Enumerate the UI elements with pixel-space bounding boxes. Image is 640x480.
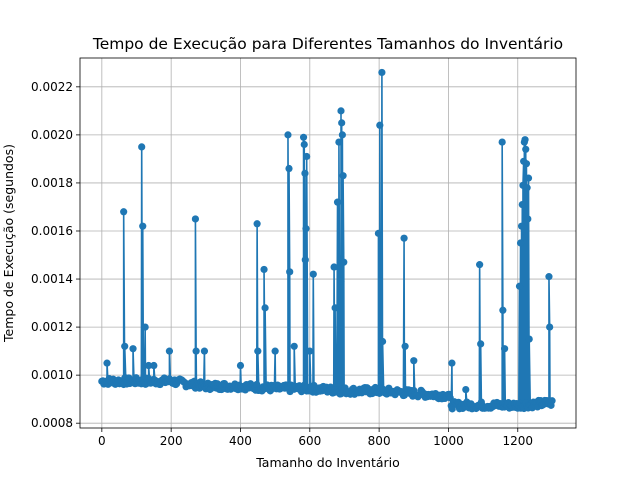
x-tick-label: 800 (368, 434, 391, 448)
data-point (145, 361, 153, 370)
plot-area (80, 58, 576, 428)
data-point (290, 342, 298, 350)
data-point (120, 208, 128, 216)
x-axis-label: Tamanho do Inventário (255, 455, 400, 470)
data-point (330, 263, 338, 271)
data-point (299, 133, 308, 141)
data-point (515, 282, 524, 290)
data-point (448, 359, 456, 367)
y-tick-label: 0.0014 (31, 272, 73, 286)
data-point (338, 119, 346, 127)
x-tick-label: 600 (298, 434, 321, 448)
data-point (139, 222, 147, 230)
data-point (523, 184, 531, 192)
x-tick-label: 0 (98, 434, 106, 448)
data-point (524, 174, 533, 182)
y-tick-label: 0.0016 (31, 224, 73, 238)
plot-frame (79, 57, 577, 429)
data-point (301, 256, 309, 264)
y-tick-label: 0.0022 (31, 80, 73, 94)
y-tick-label: 0.0018 (31, 176, 73, 190)
data-point (236, 361, 245, 370)
data-point (378, 337, 387, 346)
data-point (546, 323, 554, 331)
data-point (335, 138, 343, 146)
data-point (521, 136, 529, 144)
data-point (337, 277, 345, 286)
y-axis-ticks: 0.0008 0.0010 0.0012 0.0014 0.0016 0.0018 0.00… (31, 80, 80, 430)
data-point (378, 68, 386, 77)
data-point (401, 342, 409, 350)
chart-title: Tempo de Execução para Diferentes Tamanh… (92, 35, 563, 53)
y-tick-label: 0.0020 (31, 128, 73, 142)
data-point (331, 304, 339, 312)
data-point (150, 361, 158, 370)
data-point (499, 306, 507, 314)
data-point (284, 131, 292, 139)
data-point (476, 261, 484, 269)
data-point (517, 222, 526, 230)
data-point (545, 273, 553, 281)
data-point (286, 268, 294, 276)
data-point (339, 172, 347, 180)
data-point (522, 160, 531, 168)
data-point (477, 340, 485, 348)
data-point (410, 357, 418, 365)
x-axis-ticks: 0 200 400 600 800 1000 1200 (98, 428, 533, 448)
data-point (192, 347, 200, 355)
data-point (300, 140, 308, 149)
data-point (522, 145, 530, 153)
y-axis-label: Tempo de Execução (segundos) (1, 144, 16, 343)
data-point (337, 107, 345, 115)
x-tick-label: 1200 (502, 434, 533, 448)
data-point (303, 152, 311, 161)
y-tick-label: 0.0010 (31, 368, 73, 382)
data-point (525, 335, 533, 343)
data-point (501, 345, 509, 353)
data-point (129, 345, 137, 353)
data-point (498, 138, 506, 146)
data-point (524, 215, 532, 223)
data-point (548, 397, 556, 405)
data-point (306, 347, 314, 355)
data-point (271, 347, 279, 355)
data-point (340, 258, 348, 266)
data-point (254, 347, 262, 355)
data-point (309, 270, 317, 278)
data-point (141, 323, 149, 331)
data-point (518, 200, 526, 209)
x-tick-label: 1000 (433, 434, 464, 448)
data-point (448, 405, 456, 413)
data-point (301, 169, 309, 177)
data-point (103, 359, 111, 367)
series-line (98, 68, 556, 413)
data-point (260, 265, 268, 274)
data-point (400, 234, 408, 242)
data-point (121, 342, 129, 350)
data-point (200, 347, 209, 355)
data-point (302, 224, 310, 233)
data-point (285, 164, 293, 173)
data-point (338, 131, 346, 139)
y-tick-label: 0.0008 (31, 416, 73, 430)
data-point (462, 385, 470, 394)
data-point (253, 220, 261, 228)
data-point (261, 304, 269, 312)
data-point (138, 143, 146, 151)
x-tick-label: 200 (160, 434, 183, 448)
y-tick-label: 0.0012 (31, 320, 73, 334)
data-point (191, 215, 200, 223)
data-point (516, 239, 525, 247)
data-point (333, 198, 342, 206)
data-point (376, 121, 384, 129)
data-point (165, 347, 174, 355)
x-tick-label: 400 (229, 434, 252, 448)
data-point (374, 229, 383, 237)
